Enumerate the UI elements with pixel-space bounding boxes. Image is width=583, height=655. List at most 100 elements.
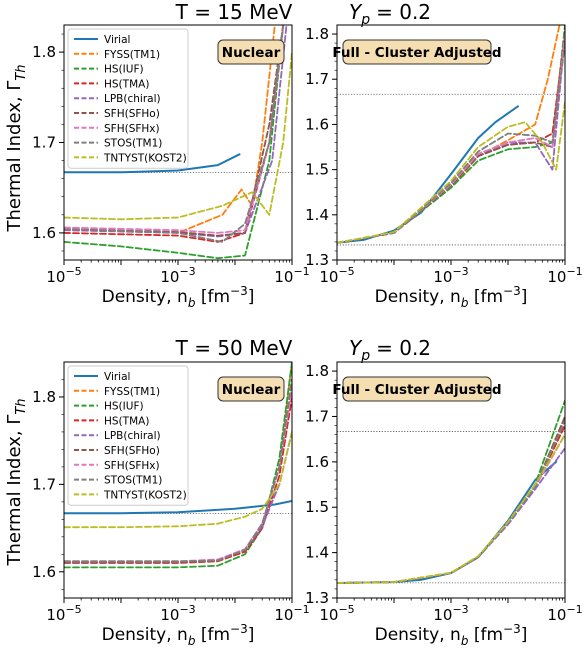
legend-entry: STOS(TM1) <box>104 138 162 150</box>
annotation-box-label: Nuclear <box>222 382 281 398</box>
y-axis-label-bottom: Thermal Index, ΓTh <box>4 398 29 566</box>
legend-entry: LPB(chiral) <box>104 430 161 442</box>
legend-entry: SFH(SFHo) <box>104 108 160 120</box>
legend-entry: SFH(SFHx) <box>104 460 160 472</box>
legend-entry: STOS(TM1) <box>104 475 162 487</box>
x-tick-exp: −1 <box>293 603 309 616</box>
x-tick-base: 10 <box>319 268 338 286</box>
legend-entry: TNTYST(KOST2) <box>103 152 187 164</box>
row-title-yp-50: Yp = 0.2 <box>349 336 431 364</box>
x-tick-base: 10 <box>46 268 65 286</box>
y-tick-label: 1.4 <box>305 544 329 562</box>
series-line-stos-tm1- <box>64 378 292 563</box>
series-line-hs-iuf- <box>64 25 285 260</box>
annotation-box <box>217 39 285 65</box>
legend-entry: Virial <box>104 371 130 383</box>
x-axis-label-t15-nuclear: Density, nb [fm−3] <box>102 284 255 310</box>
y-tick-label: 1.5 <box>305 161 329 179</box>
x-tick-exp: −5 <box>65 265 81 278</box>
x-tick-base: 10 <box>46 606 65 624</box>
x-tick-label: 10−3 <box>160 265 195 286</box>
y-tick-label: 1.5 <box>305 498 329 516</box>
y-tick-label: 1.8 <box>305 362 329 380</box>
series-group <box>64 25 292 260</box>
x-tick-base: 10 <box>274 268 293 286</box>
x-tick-label: 10−1 <box>547 265 582 286</box>
annotation-box <box>342 376 492 402</box>
y-tick-label: 1.6 <box>32 224 56 242</box>
y-tick-label: 1.8 <box>32 388 56 406</box>
x-tick-label: 10−5 <box>46 603 81 624</box>
y-axis-label-top: Thermal Index, ΓTh <box>4 64 29 232</box>
x-tick-label: 10−1 <box>547 603 582 624</box>
legend-box <box>67 28 189 169</box>
legend-entry: HS(TMA) <box>104 415 149 427</box>
legend-entry: SFH(SFHo) <box>104 445 160 457</box>
panel-T50-nuclear: 10−5 10−3 10−11.61.71.8 NuclearVirialFYSS(T… <box>32 361 310 624</box>
x-tick-base: 10 <box>547 606 566 624</box>
annotation-box <box>217 376 285 402</box>
x-tick-label: 10−5 <box>46 265 81 286</box>
y-tick-label: 1.8 <box>305 25 329 43</box>
series-line-tntyst-kost2- <box>64 431 292 529</box>
y-tick-label: 1.6 <box>32 563 56 581</box>
y-tick-label: 1.6 <box>305 453 329 471</box>
legend-entry: HS(IUF) <box>104 64 144 76</box>
legend-entry: LPB(chiral) <box>104 93 161 105</box>
legend-box <box>67 365 189 506</box>
x-tick-exp: −5 <box>65 603 81 616</box>
annotation-box-label: Nuclear <box>222 45 281 61</box>
series-line-sfh-sfho- <box>337 33 565 244</box>
x-tick-label: 10−1 <box>274 265 309 286</box>
legend-entry: FYSS(TM1) <box>104 49 160 61</box>
x-tick-base: 10 <box>433 606 452 624</box>
x-tick-base: 10 <box>319 606 338 624</box>
annotation-box-label: Full - Cluster Adjusted <box>332 45 501 61</box>
series-line-virial <box>64 500 292 515</box>
x-tick-base: 10 <box>547 268 566 286</box>
annotation-box <box>342 39 492 65</box>
x-tick-exp: −3 <box>179 603 195 616</box>
legend-entry: HS(TMA) <box>104 78 149 90</box>
series-line-virial <box>64 153 241 174</box>
x-tick-exp: −1 <box>566 265 582 278</box>
x-tick-base: 10 <box>160 606 179 624</box>
panel-T15-nuclear: 10−5 10−3 10−11.61.71.8 NuclearVirialFYSS(T… <box>32 24 310 286</box>
y-tick-label: 1.4 <box>305 206 329 224</box>
y-tick-label: 1.7 <box>32 134 56 152</box>
y-tick-label: 1.3 <box>305 251 329 269</box>
series-line-tntyst-kost2- <box>64 51 292 221</box>
series-group <box>337 399 565 584</box>
y-tick-label: 1.7 <box>305 70 329 88</box>
series-line-tntyst-kost2- <box>337 100 565 244</box>
x-tick-exp: −5 <box>338 603 354 616</box>
series-line-hs-iuf- <box>337 25 565 244</box>
x-tick-exp: −3 <box>452 265 468 278</box>
x-tick-label: 10−1 <box>274 603 309 624</box>
legend-entry: Virial <box>104 34 130 46</box>
x-axis-label-t50-full: Density, nb [fm−3] <box>375 622 528 648</box>
x-tick-label: 10−3 <box>433 603 468 624</box>
legend-entry: HS(IUF) <box>104 401 144 413</box>
x-axis-label-t50-nuclear: Density, nb [fm−3] <box>102 622 255 648</box>
x-tick-label: 10−5 <box>319 603 354 624</box>
x-axis-label-t15-full: Density, nb [fm−3] <box>375 284 528 310</box>
series-line-tntyst-kost2- <box>337 433 565 584</box>
x-tick-base: 10 <box>160 268 179 286</box>
x-tick-exp: −3 <box>179 265 195 278</box>
y-tick-label: 1.3 <box>305 589 329 607</box>
series-line-sfh-sfhx- <box>337 33 565 244</box>
x-tick-label: 10−3 <box>433 265 468 286</box>
x-tick-label: 10−5 <box>319 265 354 286</box>
series-line-stos-tm1- <box>337 42 565 244</box>
x-tick-exp: −3 <box>452 603 468 616</box>
row-title-yp-15: Yp = 0.2 <box>349 0 431 28</box>
series-group <box>64 362 292 569</box>
legend-entry: TNTYST(KOST2) <box>103 489 187 501</box>
row-title-t15: T = 15 MeV <box>175 0 293 24</box>
legend-entry: FYSS(TM1) <box>104 386 160 398</box>
x-tick-base: 10 <box>433 268 452 286</box>
